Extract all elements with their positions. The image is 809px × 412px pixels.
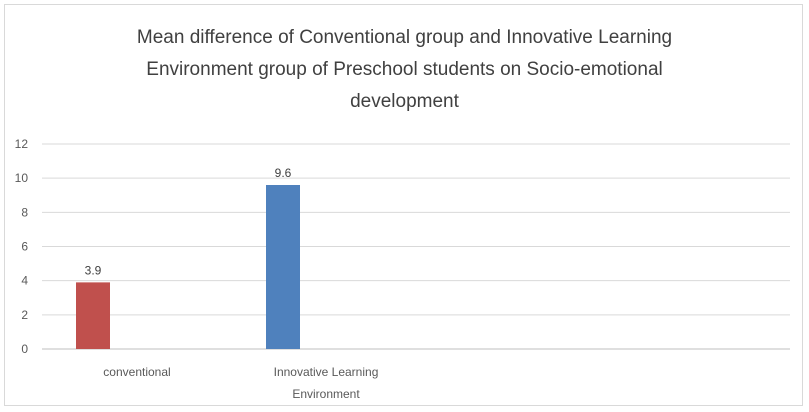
- x-category-label: conventional: [103, 365, 170, 379]
- x-category-label: Innovative Learning: [274, 365, 379, 379]
- y-tick-label: 6: [21, 240, 28, 254]
- data-label: 3.9: [85, 263, 102, 277]
- y-tick-label: 0: [21, 342, 28, 356]
- bar: [76, 282, 110, 349]
- y-tick-label: 2: [21, 308, 28, 322]
- y-tick-label: 8: [21, 205, 28, 219]
- y-tick-label: 10: [15, 171, 29, 185]
- y-tick-label: 4: [21, 274, 28, 288]
- data-label: 9.6: [275, 166, 292, 180]
- y-tick-label: 12: [15, 137, 29, 151]
- bar: [266, 185, 300, 349]
- x-category-label: Environment: [292, 387, 360, 401]
